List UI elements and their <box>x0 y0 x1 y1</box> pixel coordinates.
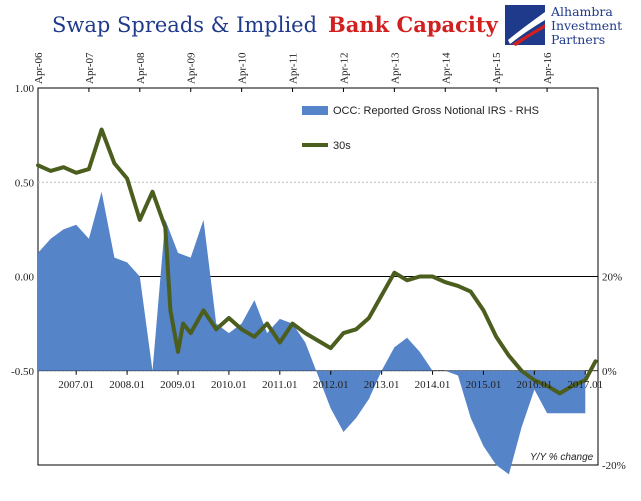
top-tick-label-7: Apr-13 <box>389 52 401 84</box>
bottom-tick-label-4: 2011.01 <box>262 379 297 391</box>
bottom-tick-label-8: 2015.01 <box>466 379 502 391</box>
occ-area-path <box>38 191 586 475</box>
right-tick-label-2: -20% <box>602 460 626 472</box>
legend-label-occ: OCC: Reported Gross Notional IRS - RHS <box>333 105 539 117</box>
top-tick-label-1: Apr-07 <box>84 52 96 84</box>
legend: OCC: Reported Gross Notional IRS - RHS 3… <box>302 105 539 152</box>
left-tick-label-3: -0.50 <box>11 366 34 378</box>
left-tick-label-1: 0.50 <box>15 177 35 189</box>
legend-label-30s: 30s <box>333 140 351 152</box>
bottom-tick-label-5: 2012.01 <box>313 379 349 391</box>
axes: 1.00 0.50 0.00 -0.50 20% 0% -20% Apr-06 Apr-07 Ap… <box>11 52 626 472</box>
bottom-tick-label-7: 2014.01 <box>415 379 451 391</box>
top-tick-label-5: Apr-11 <box>288 53 300 84</box>
bottom-tick-label-9: 2016.01 <box>516 379 552 391</box>
right-tick-label-0: 20% <box>602 272 622 284</box>
left-tick-label-0: 1.00 <box>15 83 35 95</box>
logo-swoosh-accent-icon <box>512 24 545 46</box>
left-tick-label-2: 0.00 <box>15 272 35 284</box>
bottom-tick-label-0: 2007.01 <box>58 379 94 391</box>
logo-line1: Alhambra <box>550 4 613 19</box>
alhambra-logo: Alhambra Investment Partners <box>505 4 622 47</box>
top-tick-label-2: Apr-08 <box>135 52 147 84</box>
top-tick-label-0: Apr-06 <box>33 52 45 84</box>
right-tick-label-1: 0% <box>602 366 617 378</box>
top-tick-label-8: Apr-14 <box>440 52 452 84</box>
bottom-tick-label-6: 2013.01 <box>364 379 400 391</box>
bottom-tick-label-1: 2008.01 <box>109 379 145 391</box>
top-tick-label-3: Apr-09 <box>186 52 198 84</box>
top-tick-label-9: Apr-15 <box>491 52 503 84</box>
top-tick-label-4: Apr-10 <box>237 52 249 84</box>
logo-swoosh-icon <box>508 12 545 44</box>
bottom-tick-label-2: 2009.01 <box>160 379 196 391</box>
top-tick-label-10: Apr-16 <box>542 52 554 84</box>
title-main: Swap Spreads & Implied <box>52 13 317 37</box>
chart-title: Swap Spreads & Implied Bank Capacity <box>52 12 499 37</box>
bottom-tick-label-3: 2010.01 <box>211 379 247 391</box>
logo-line3: Partners <box>551 32 605 47</box>
occ-area-series <box>37 191 586 475</box>
bottom-tick-label-10: 2017.01 <box>567 379 603 391</box>
legend-swatch-occ <box>302 106 328 115</box>
right-axis-note: Y/Y % change <box>530 452 594 463</box>
logo-line2: Investment <box>551 18 622 33</box>
thirties-line-series <box>36 127 598 396</box>
title-accent: Bank Capacity <box>328 12 499 37</box>
top-tick-label-6: Apr-12 <box>338 52 350 84</box>
